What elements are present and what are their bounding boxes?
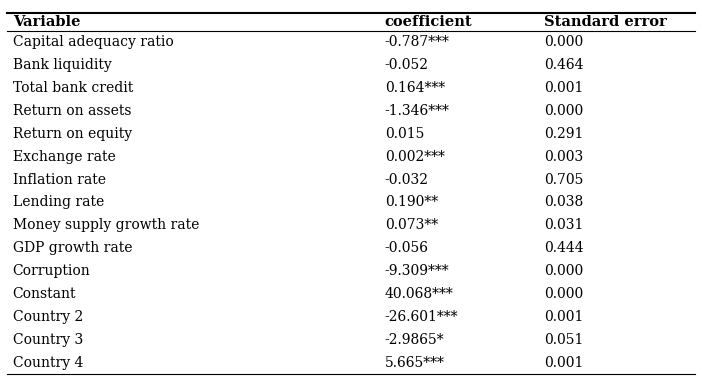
- Text: 0.464: 0.464: [544, 58, 583, 72]
- Text: -0.032: -0.032: [385, 173, 429, 186]
- Text: coefficient: coefficient: [385, 15, 472, 29]
- Text: -26.601***: -26.601***: [385, 310, 458, 324]
- Text: 0.038: 0.038: [544, 196, 583, 209]
- Text: Return on assets: Return on assets: [13, 104, 131, 118]
- Text: -0.787***: -0.787***: [385, 35, 449, 49]
- Text: -0.052: -0.052: [385, 58, 429, 72]
- Text: 0.000: 0.000: [544, 35, 583, 49]
- Text: 0.444: 0.444: [544, 241, 583, 255]
- Text: 0.001: 0.001: [544, 310, 583, 324]
- Text: Country 3: Country 3: [13, 333, 83, 347]
- Text: 0.190**: 0.190**: [385, 196, 438, 209]
- Text: 0.000: 0.000: [544, 287, 583, 301]
- Text: Return on equity: Return on equity: [13, 127, 132, 141]
- Text: Capital adequacy ratio: Capital adequacy ratio: [13, 35, 173, 49]
- Text: Exchange rate: Exchange rate: [13, 150, 115, 163]
- Text: 0.000: 0.000: [544, 264, 583, 278]
- Text: 40.068***: 40.068***: [385, 287, 453, 301]
- Text: Standard error: Standard error: [544, 15, 667, 29]
- Text: -9.309***: -9.309***: [385, 264, 449, 278]
- Text: 0.003: 0.003: [544, 150, 583, 163]
- Text: Variable: Variable: [13, 15, 80, 29]
- Text: Lending rate: Lending rate: [13, 196, 104, 209]
- Text: 0.051: 0.051: [544, 333, 583, 347]
- Text: 0.001: 0.001: [544, 356, 583, 370]
- Text: -2.9865*: -2.9865*: [385, 333, 444, 347]
- Text: -0.056: -0.056: [385, 241, 429, 255]
- Text: Inflation rate: Inflation rate: [13, 173, 105, 186]
- Text: 0.002***: 0.002***: [385, 150, 444, 163]
- Text: Total bank credit: Total bank credit: [13, 81, 133, 95]
- Text: 0.164***: 0.164***: [385, 81, 445, 95]
- Text: Money supply growth rate: Money supply growth rate: [13, 219, 199, 232]
- Text: Country 4: Country 4: [13, 356, 83, 370]
- Text: 5.665***: 5.665***: [385, 356, 444, 370]
- Text: Constant: Constant: [13, 287, 76, 301]
- Text: 0.000: 0.000: [544, 104, 583, 118]
- Text: GDP growth rate: GDP growth rate: [13, 241, 132, 255]
- Text: 0.031: 0.031: [544, 219, 583, 232]
- Text: 0.073**: 0.073**: [385, 219, 438, 232]
- Text: -1.346***: -1.346***: [385, 104, 449, 118]
- Text: 0.705: 0.705: [544, 173, 583, 186]
- Text: 0.001: 0.001: [544, 81, 583, 95]
- Text: Bank liquidity: Bank liquidity: [13, 58, 112, 72]
- Text: 0.291: 0.291: [544, 127, 583, 141]
- Text: 0.015: 0.015: [385, 127, 424, 141]
- Text: Country 2: Country 2: [13, 310, 83, 324]
- Text: Corruption: Corruption: [13, 264, 91, 278]
